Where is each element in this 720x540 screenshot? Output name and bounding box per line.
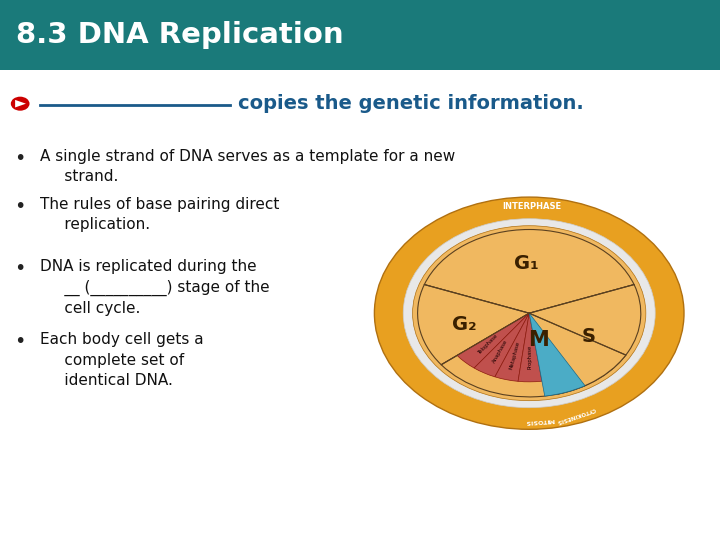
Text: INTERPHASE: INTERPHASE <box>502 202 561 211</box>
Bar <box>0 0 720 70</box>
Text: Metaphase: Metaphase <box>508 341 521 370</box>
Wedge shape <box>518 313 542 382</box>
Circle shape <box>374 197 684 429</box>
Text: M: M <box>528 330 549 350</box>
Text: MITOSIS: MITOSIS <box>524 417 554 424</box>
Text: •: • <box>14 197 26 216</box>
Polygon shape <box>15 100 26 107</box>
Wedge shape <box>529 313 585 396</box>
Text: •: • <box>14 259 26 278</box>
Text: The rules of base pairing direct
     replication.: The rules of base pairing direct replica… <box>40 197 279 233</box>
Text: •: • <box>14 332 26 351</box>
Text: G₁: G₁ <box>515 253 539 273</box>
Text: S: S <box>581 327 595 346</box>
Text: Anaphase: Anaphase <box>492 339 509 364</box>
Wedge shape <box>495 313 529 381</box>
Circle shape <box>11 97 30 111</box>
Text: CYTOKINESIS: CYTOKINESIS <box>556 406 596 424</box>
Text: copies the genetic information.: copies the genetic information. <box>238 94 583 113</box>
Text: Telophase: Telophase <box>477 333 500 355</box>
Text: DNA is replicated during the
     __ (__________) stage of the
     cell cycle.: DNA is replicated during the __ (_______… <box>40 259 269 316</box>
Circle shape <box>413 226 646 401</box>
Text: •: • <box>14 148 26 167</box>
Wedge shape <box>474 313 529 377</box>
Wedge shape <box>441 313 626 397</box>
Text: A single strand of DNA serves as a template for a new
     strand.: A single strand of DNA serves as a templ… <box>40 148 455 184</box>
Circle shape <box>418 230 641 397</box>
Wedge shape <box>457 313 529 368</box>
Text: Prophase: Prophase <box>527 345 532 369</box>
Wedge shape <box>529 285 641 394</box>
Wedge shape <box>418 285 529 365</box>
Text: G₂: G₂ <box>451 315 476 334</box>
Wedge shape <box>424 230 634 313</box>
Text: 8.3 DNA Replication: 8.3 DNA Replication <box>16 21 343 49</box>
Text: Each body cell gets a
     complete set of
     identical DNA.: Each body cell gets a complete set of id… <box>40 332 203 388</box>
Circle shape <box>403 219 655 408</box>
